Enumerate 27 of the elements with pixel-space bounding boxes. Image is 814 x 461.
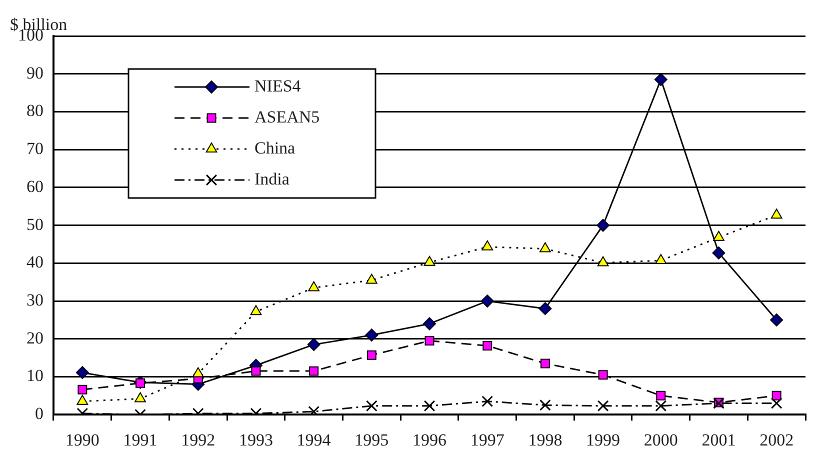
x-tick-label: 1994 [296, 430, 332, 450]
y-tick-label: 70 [26, 139, 44, 158]
x-tick-label: 1999 [586, 430, 620, 450]
x-tick-label: 1991 [123, 430, 158, 450]
x-tick-label: 1996 [412, 430, 446, 450]
y-tick-label: 0 [35, 404, 44, 424]
x-tick-label: 1998 [528, 430, 562, 450]
y-tick-label: 60 [26, 176, 44, 196]
x-tick-label: 1997 [470, 430, 505, 450]
x-tick-label: 2000 [644, 430, 678, 450]
legend-label: NIES4 [254, 76, 302, 96]
x-tick-label: 2002 [760, 430, 794, 450]
y-tick-label: 40 [26, 252, 44, 272]
y-tick-label: 80 [26, 101, 44, 120]
legend-label: China [254, 138, 296, 158]
y-tick-label: 90 [26, 63, 44, 82]
legend-label: India [254, 169, 290, 188]
y-tick-label: 10 [26, 366, 44, 386]
y-tick-label: 20 [26, 328, 44, 348]
x-tick-label: 1993 [238, 430, 273, 450]
y-tick-label: 30 [26, 290, 44, 310]
legend-label: ASEAN5 [254, 107, 320, 126]
x-tick-label: 1992 [181, 430, 216, 450]
x-tick-label: 2001 [702, 430, 736, 450]
x-tick-label: 1990 [65, 430, 100, 450]
x-tick-label: 1995 [354, 430, 389, 450]
y-tick-label: 50 [26, 214, 44, 234]
